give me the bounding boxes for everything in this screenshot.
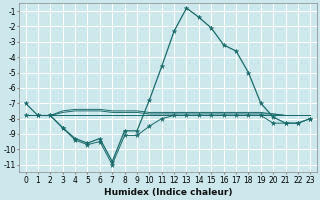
X-axis label: Humidex (Indice chaleur): Humidex (Indice chaleur) [104,188,232,197]
